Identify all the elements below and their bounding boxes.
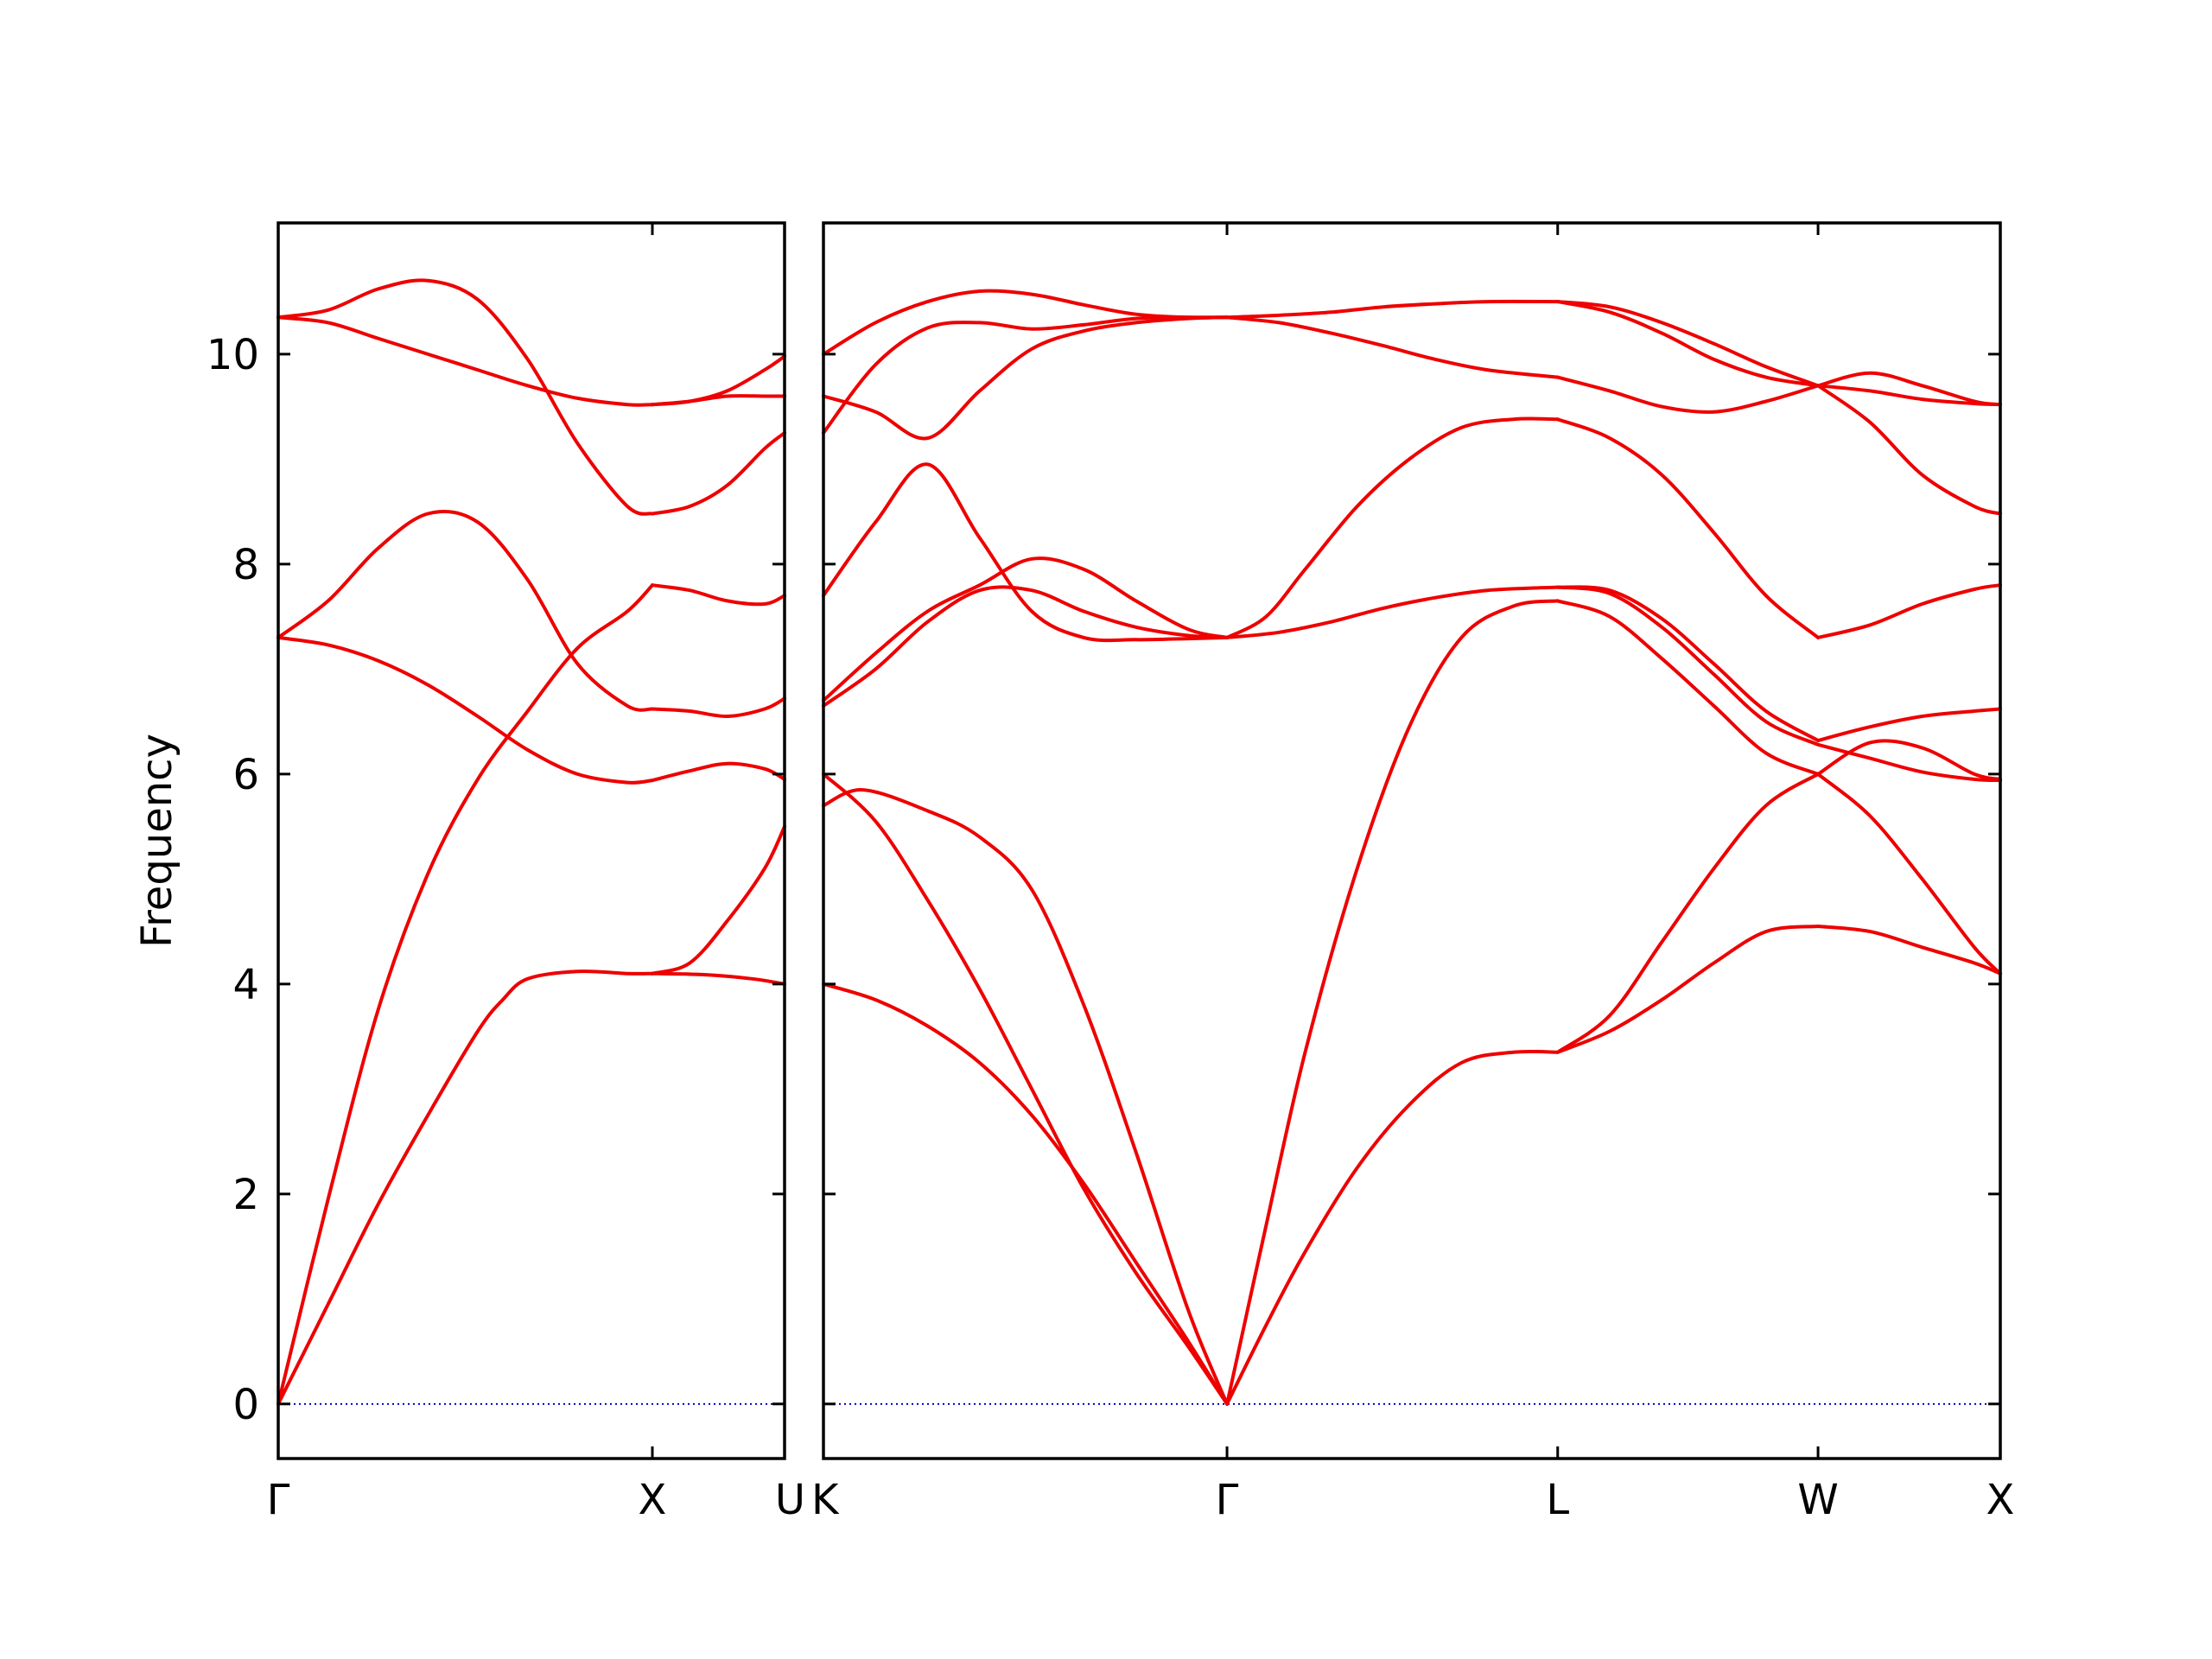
x-tick-label: Γ [1216,1476,1239,1524]
band-line-W-X-1 [1816,925,2002,976]
band-line-X-U-8 [651,354,786,407]
band-line-L-W-2 [1555,772,1821,1054]
x-tick-label: U [775,1476,805,1524]
band-line-W-X-2 [1816,772,2002,976]
band-line-L-W-5 [1555,585,1821,742]
band-line-K-Γ-1 [822,982,1230,1406]
y-tick-label: 8 [232,541,259,589]
x-tick-label: X [639,1476,667,1524]
y-tick-label: 6 [232,751,259,799]
x-tick-label: K [811,1476,840,1524]
band-line-X-U-4 [651,696,786,719]
band-line-X-U-3 [651,761,786,783]
band-line-K-Γ-4 [822,585,1230,708]
band-line-Γ-X-3 [276,635,654,785]
plot-frame [822,221,2002,1460]
band-line-Γ-L-6 [1225,299,1560,320]
band-line-Γ-L-2 [1225,599,1560,1406]
y-tick-label: 0 [232,1381,259,1429]
band-line-Γ-L-3 [1225,585,1560,639]
band-line-W-X-3 [1816,739,2002,781]
band-line-L-W-1 [1555,925,1821,1054]
x-tick-label: Γ [267,1476,290,1524]
band-line-Γ-L-1 [1225,1049,1560,1406]
band-line-Γ-L-4 [1225,416,1560,639]
x-tick-label: X [1986,1476,2015,1524]
band-line-X-U-5 [651,583,786,607]
y-tick-label: 10 [207,331,259,379]
band-line-W-X-5 [1816,707,2002,742]
panel-1: 0 2 4 6 8 10 Γ X U [207,221,805,1524]
band-line-L-W-3 [1555,599,1821,776]
band-line-Γ-X-1 [276,583,654,1406]
y-tick-label: 4 [232,961,259,1009]
band-line-W-X-7 [1816,384,2002,516]
band-line-L-W-9 [1555,300,1821,388]
x-tick-label: W [1797,1476,1838,1524]
band-line-K-Γ-2 [822,772,1230,1406]
band-line-X-U-6 [651,431,786,516]
band-line-L-W-6 [1555,417,1821,639]
band-line-Γ-X-6 [276,278,654,516]
band-line-K-Γ-6 [822,462,1230,643]
x-tick-label: L [1546,1476,1569,1524]
band-line-L-W-7 [1555,375,1821,414]
band-line-K-Γ-5 [822,556,1230,702]
band-line-Γ-L-5 [1225,315,1560,379]
plot-frame [276,221,786,1460]
band-line-K-Γ-3 [822,788,1230,1406]
band-line-L-W-4 [1555,585,1821,747]
band-line-L-W-8 [1555,300,1821,388]
band-line-K-Γ-7 [822,315,1230,441]
band-line-W-X-9 [1816,384,2002,407]
band-line-Γ-X-5 [276,315,654,407]
band-line-X-U-1 [651,824,786,976]
band-line-W-X-4 [1816,742,2002,783]
y-tick-label: 2 [232,1171,259,1219]
band-line-K-Γ-9 [822,289,1230,356]
band-line-Γ-X-2 [276,969,654,1406]
y-axis-label: Frequency [133,734,181,948]
band-line-Γ-X-4 [276,510,654,712]
band-line-X-U-2 [651,971,786,986]
band-line-W-X-6 [1816,583,2002,639]
